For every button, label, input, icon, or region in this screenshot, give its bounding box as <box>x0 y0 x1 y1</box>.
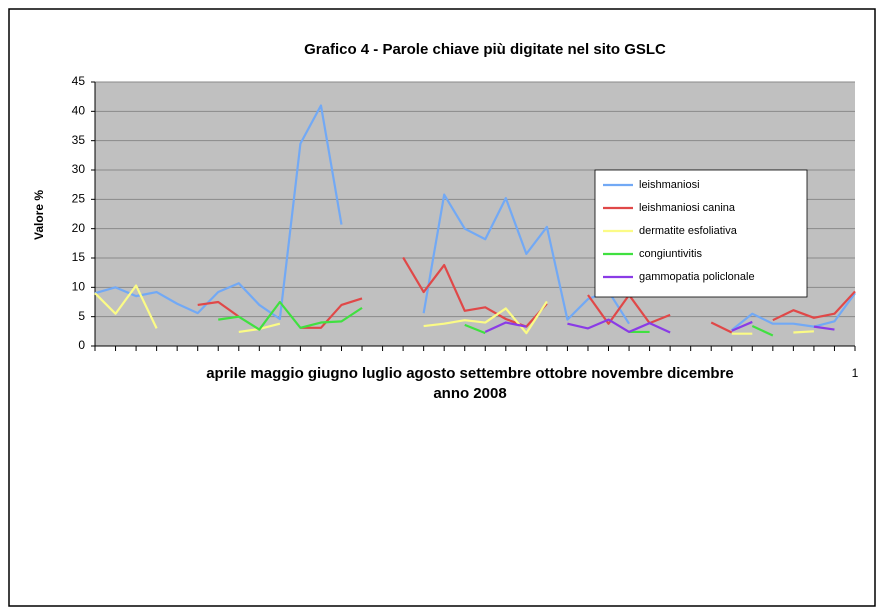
x-axis-title: anno 2008 <box>433 385 506 402</box>
legend-label: congiuntivitis <box>639 248 702 260</box>
y-tick-label: 25 <box>72 192 86 206</box>
y-axis-title: Valore % <box>32 190 46 240</box>
y-tick-label: 40 <box>72 104 86 118</box>
legend-box <box>594 169 808 298</box>
y-tick-label: 5 <box>78 309 85 323</box>
legend-label: leishmaniosi <box>639 179 700 191</box>
legend-label: gammopatia policlonale <box>639 271 755 283</box>
y-tick-label: 10 <box>72 280 86 294</box>
y-tick-label: 15 <box>72 250 86 264</box>
y-tick-label: 20 <box>72 221 86 235</box>
y-tick-label: 30 <box>72 162 86 176</box>
y-tick-label: 35 <box>72 133 86 147</box>
legend: leishmaniosi leishmaniosi canina dermatite… <box>594 169 808 298</box>
x-tick-label: 1 <box>852 366 859 380</box>
legend-label: dermatite esfoliativa <box>639 225 738 237</box>
y-tick-label: 0 <box>78 338 85 352</box>
y-tick-label: 45 <box>72 74 86 88</box>
series-line <box>218 300 774 337</box>
chart-title: Grafico 4 - Parole chiave più digitate n… <box>304 41 666 58</box>
month-labels: aprile maggio giugno luglio agosto sette… <box>206 365 734 382</box>
series-line <box>484 318 835 334</box>
legend-label: leishmaniosi canina <box>639 202 736 214</box>
